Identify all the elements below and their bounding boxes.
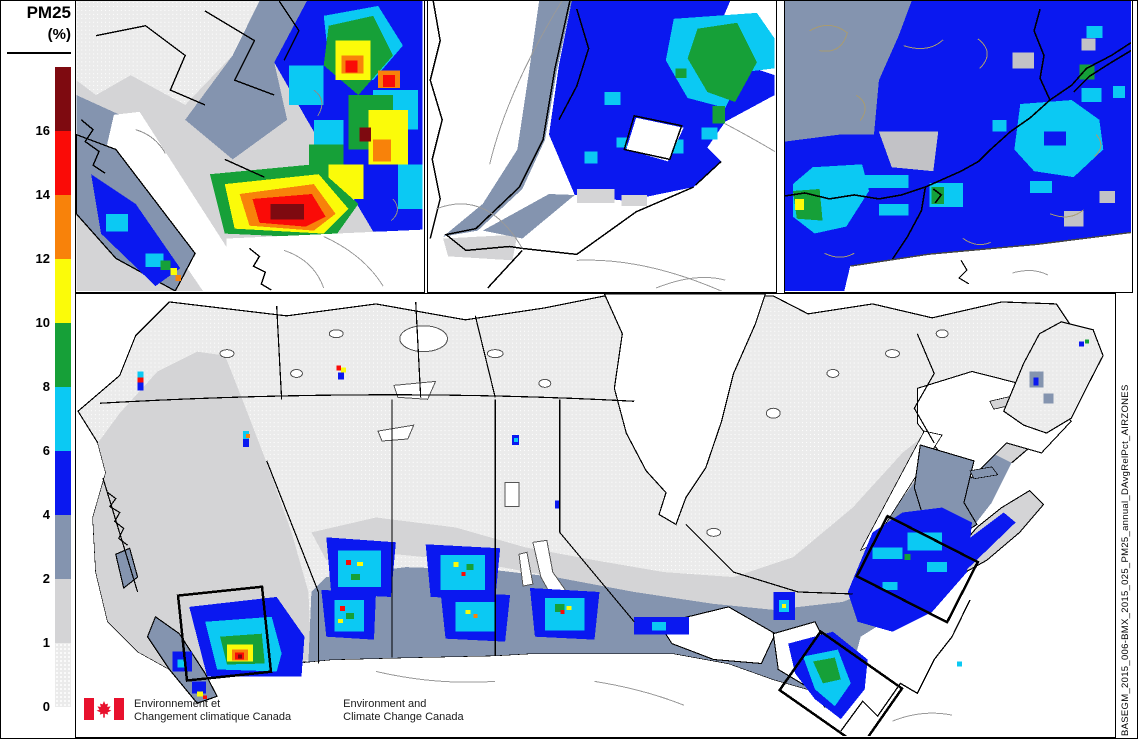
swatch-0-1 xyxy=(55,643,71,707)
inset-center-svg xyxy=(428,1,775,291)
inset-extent-rectangles xyxy=(176,514,980,736)
west-boundary-lines xyxy=(80,1,300,178)
legend-tick-0: 0 xyxy=(42,699,50,714)
main-map-svg xyxy=(77,294,1112,736)
us-state-lines xyxy=(375,670,953,722)
run-id-label: BASEGM_2015_006-BMX_2015_025_PM25_annual… xyxy=(1120,384,1131,736)
legend-color-bar xyxy=(55,67,71,707)
inset-west-svg xyxy=(76,1,423,291)
swatch-10-12 xyxy=(55,259,71,323)
extent-rect-ontario xyxy=(777,629,904,736)
extent-rect-west xyxy=(176,585,273,682)
legend-tick-16: 16 xyxy=(35,123,50,138)
legend-tick-14: 14 xyxy=(35,187,50,202)
east-contours xyxy=(809,24,1102,258)
west-high-values xyxy=(185,1,423,239)
pacific-islands xyxy=(102,477,218,704)
west-vancouver-island xyxy=(76,133,196,291)
legend-tick-4: 4 xyxy=(42,507,50,522)
legend-tick-2: 2 xyxy=(42,571,50,586)
newfoundland xyxy=(1002,321,1104,434)
swatch-14-16 xyxy=(55,131,71,195)
swatch-12-14 xyxy=(55,195,71,259)
legend-tick-6: 6 xyxy=(42,443,50,458)
northern-lakes xyxy=(219,325,949,603)
inset-map-east xyxy=(784,0,1133,293)
legend-tick-10: 10 xyxy=(35,315,50,330)
us-coastline xyxy=(840,599,971,732)
legend-title: PM25 xyxy=(26,3,71,22)
center-minor-lines xyxy=(436,1,775,291)
logo-text-english: Environment and Climate Change Canada xyxy=(343,698,464,723)
center-values xyxy=(443,1,775,261)
swatch-6-8 xyxy=(55,387,71,451)
ecc-canada-logo: Environnement et Changement climatique C… xyxy=(84,698,516,724)
inset-east-svg xyxy=(785,1,1131,291)
inset-map-center xyxy=(427,0,777,293)
color-scale-legend: PM25 (%) 16 14 12 10 8 6 4 2 1 0 xyxy=(0,0,75,739)
canada-flag-icon xyxy=(84,698,124,720)
center-shorelines xyxy=(429,1,722,289)
swatch-4-6 xyxy=(55,451,71,515)
hotspots xyxy=(137,365,972,720)
legend-tick-1: 1 xyxy=(42,635,50,650)
legend-tick-12: 12 xyxy=(35,251,50,266)
extent-rect-montreal xyxy=(855,514,980,624)
swatch-2-4 xyxy=(55,515,71,579)
main-map-canada xyxy=(75,293,1116,738)
swatch-1-2 xyxy=(55,579,71,643)
province-borders xyxy=(99,301,935,664)
inset-map-west xyxy=(75,0,425,293)
hudson-bay xyxy=(603,294,766,526)
legend-divider xyxy=(7,52,71,54)
west-water-and-us xyxy=(105,111,423,291)
logo-text-french: Environnement et Changement climatique C… xyxy=(134,698,292,723)
legend-tick-8: 8 xyxy=(42,379,50,394)
swatch-gt16 xyxy=(55,67,71,131)
west-minor-lines xyxy=(135,89,398,222)
legend-unit: (%) xyxy=(47,26,71,43)
swatch-8-10 xyxy=(55,323,71,387)
east-us-area xyxy=(844,231,1131,291)
